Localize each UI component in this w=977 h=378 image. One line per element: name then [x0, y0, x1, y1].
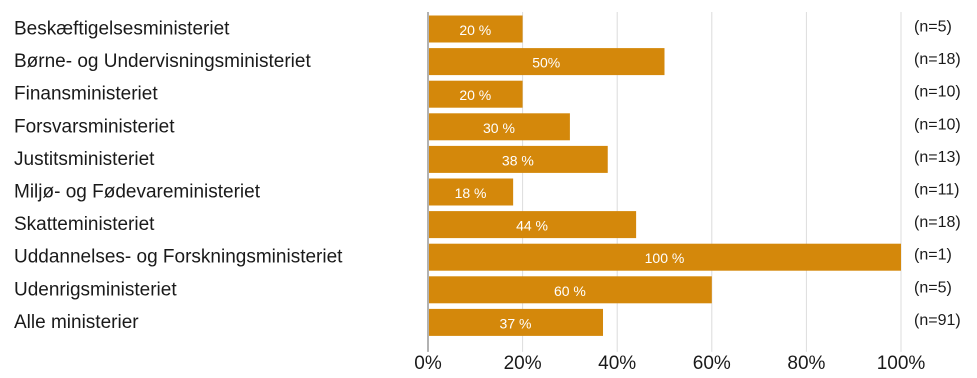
x-tick-label-40: 40% — [598, 353, 636, 374]
n-label-3: (n=10) — [914, 116, 961, 133]
value-label-2: 20 % — [459, 87, 491, 103]
bar-6 — [429, 211, 637, 239]
category-label-4: Justitsministeriet — [14, 149, 155, 170]
n-label-2: (n=10) — [914, 84, 961, 101]
category-label-9: Alle ministerier — [14, 312, 139, 333]
category-label-2: Finansministeriet — [14, 84, 158, 105]
n-label-5: (n=11) — [914, 182, 960, 199]
value-label-8: 60 % — [554, 283, 586, 299]
value-label-9: 37 % — [500, 315, 532, 331]
value-label-6: 44 % — [516, 218, 548, 234]
x-tick-label-0: 0% — [414, 353, 442, 374]
category-label-3: Forsvarsministeriet — [14, 116, 175, 137]
category-labels: Beskæftigelsesministeriet Børne- og Under… — [14, 19, 343, 333]
bar-0 — [429, 15, 523, 43]
bar-2 — [429, 80, 523, 108]
n-label-7: (n=1) — [914, 247, 952, 264]
category-label-5: Miljø- og Fødevareministeriet — [14, 182, 261, 203]
x-axis-tick-labels: 0% 20% 40% 60% 80% 100% — [414, 353, 925, 374]
bar-7 — [429, 243, 901, 271]
bar-1 — [429, 48, 665, 76]
bar-8 — [429, 276, 712, 304]
bar-3 — [429, 113, 570, 141]
n-label-1: (n=18) — [914, 51, 961, 68]
x-tick-label-80: 80% — [787, 353, 825, 374]
value-labels: 20 % 50% 20 % 30 % 38 % 18 % 44 % 100 % 60 % 37 % — [455, 22, 685, 331]
value-label-0: 20 % — [459, 22, 491, 38]
x-tick-label-60: 60% — [693, 353, 731, 374]
x-tick-label-100: 100% — [877, 353, 926, 374]
value-label-1: 50% — [532, 55, 560, 71]
bar-9 — [429, 308, 604, 336]
bars — [429, 15, 901, 336]
value-label-3: 30 % — [483, 120, 515, 136]
category-label-0: Beskæftigelsesministeriet — [14, 19, 230, 40]
n-labels: (n=5) (n=18) (n=10) (n=10) (n=13) (n=11) (n=18… — [914, 19, 961, 329]
x-tick-label-20: 20% — [504, 353, 542, 374]
n-label-8: (n=5) — [914, 279, 952, 296]
n-label-9: (n=91) — [914, 312, 961, 329]
value-label-4: 38 % — [502, 152, 534, 168]
category-label-8: Udenrigsministeriet — [14, 279, 177, 300]
category-label-1: Børne- og Undervisningsministeriet — [14, 51, 311, 72]
bar-4 — [429, 145, 608, 173]
bar-5 — [429, 178, 514, 206]
category-label-6: Skatteministeriet — [14, 214, 155, 235]
n-label-6: (n=18) — [914, 214, 961, 231]
n-label-0: (n=5) — [914, 19, 952, 36]
n-label-4: (n=13) — [914, 149, 961, 166]
value-label-7: 100 % — [645, 250, 685, 266]
category-label-7: Uddannelses- og Forskningsministeriet — [14, 247, 343, 268]
value-label-5: 18 % — [455, 185, 487, 201]
